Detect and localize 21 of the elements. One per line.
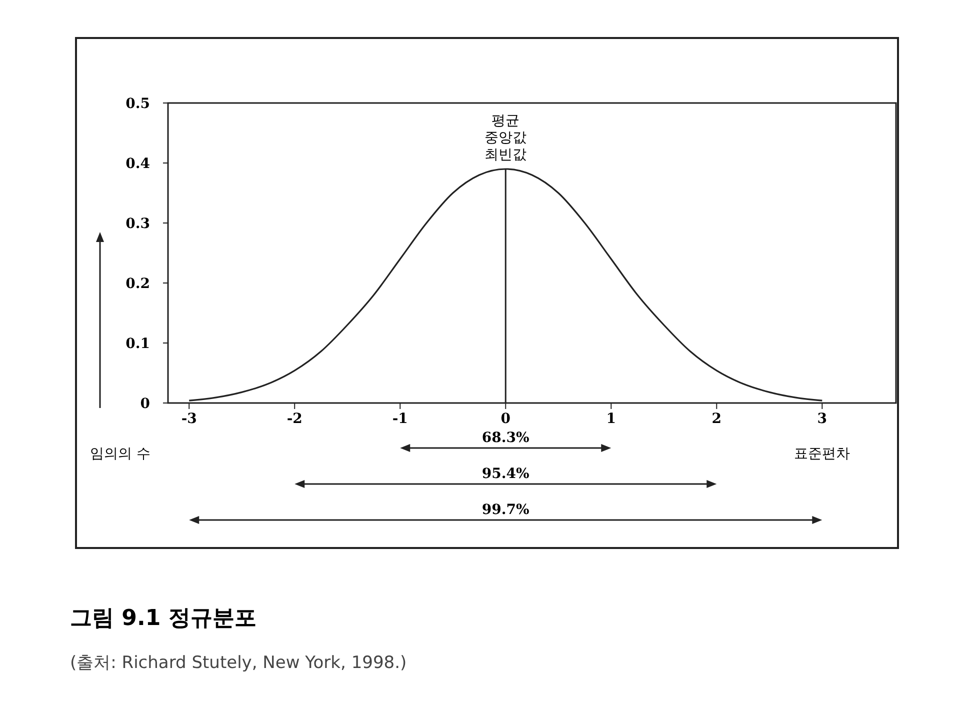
x-tick-label: 3 xyxy=(817,411,828,427)
text: 그림 9.1 정규분포 xyxy=(70,606,256,631)
x-tick-label: 0 xyxy=(500,411,511,427)
ref-line-label: 평균 중앙값 최빈값 xyxy=(484,113,527,163)
text: 68.3% xyxy=(482,430,530,446)
x-tick-label: -1 xyxy=(392,411,408,427)
x-tick-label: 1 xyxy=(606,411,616,427)
y-tick-label: 0.5 xyxy=(126,96,150,112)
x-tick-label: -2 xyxy=(286,411,302,427)
text: 99.7% xyxy=(482,502,530,518)
y-tick-label: 0 xyxy=(140,396,150,412)
text: 95.4% xyxy=(482,466,530,482)
y-tick-label: 0.1 xyxy=(126,336,150,352)
y-tick-label: 0.4 xyxy=(126,156,150,172)
y-tick-label: 0.2 xyxy=(126,276,150,292)
y-axis-title: 임의의 수 xyxy=(90,446,150,462)
text: (출처: Richard Stutely, New York, 1998.) xyxy=(70,653,407,673)
x-tick-label: 2 xyxy=(712,411,722,427)
x-axis-title: 표준편차 xyxy=(794,446,850,462)
y-tick-label: 0.3 xyxy=(126,216,150,232)
x-tick-label: -3 xyxy=(181,411,197,427)
